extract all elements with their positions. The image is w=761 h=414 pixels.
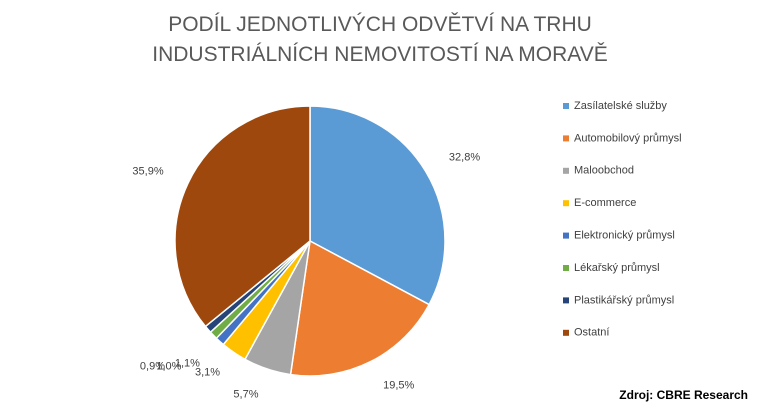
pie-slice — [289, 239, 431, 377]
data-label: 5,7% — [233, 388, 258, 400]
legend-swatch — [563, 167, 569, 174]
legend-label: E-commerce — [574, 197, 636, 209]
legend-label: Ostatní — [574, 327, 609, 339]
data-label: 32,8% — [449, 152, 480, 164]
source: Zdroj: CBRE Research — [619, 388, 748, 402]
data-label: 1,0% — [156, 360, 181, 372]
legend-label: Plastikářský průmysl — [574, 294, 674, 306]
data-label: 1,1% — [175, 357, 200, 369]
chart-title: PODÍL JEDNOTLIVÝCH ODVĚTVÍ NA TRHU INDUS… — [152, 13, 608, 66]
legend-swatch — [563, 103, 569, 109]
legend-swatch — [563, 200, 569, 207]
legend-swatch — [563, 265, 569, 271]
legend-swatch — [563, 297, 569, 304]
legend-label: Elektronický průmysl — [574, 230, 675, 242]
data-label: 0,9% — [140, 360, 165, 372]
legend-swatch — [563, 135, 569, 142]
data-label: 35,9% — [132, 165, 163, 177]
data-label: 19,5% — [383, 379, 414, 391]
pie-slice — [174, 105, 311, 328]
legend-swatch — [563, 329, 569, 336]
legend-swatch — [563, 232, 569, 239]
legend-label: Maloobchod — [574, 165, 634, 177]
legend-label: Zasílatelské služby — [574, 100, 667, 112]
pie-slice — [309, 105, 446, 306]
data-label: 3,1% — [195, 366, 220, 378]
legend-label: Lékařský průmysl — [574, 262, 660, 274]
legend-label: Automobilový průmysl — [574, 132, 682, 144]
